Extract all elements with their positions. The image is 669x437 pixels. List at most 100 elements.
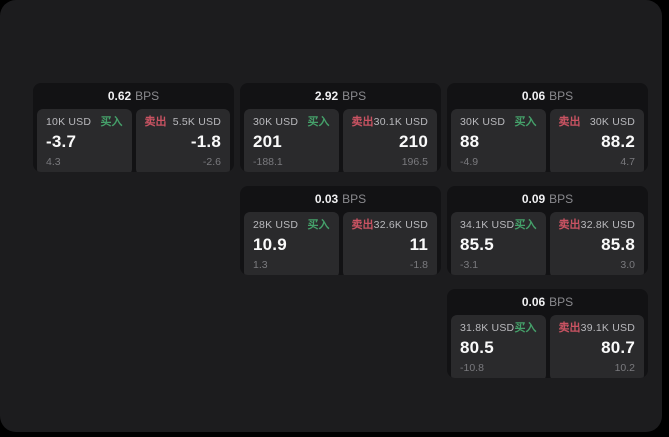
- buy-price: 85.5: [460, 235, 494, 254]
- quote-tiles: 28K USD 买入 10.9 1.3 卖出 32.6K USD 11 -1.8: [240, 212, 441, 275]
- sell-quote-tile[interactable]: 卖出 30K USD 88.2 4.7: [549, 109, 644, 172]
- quote-card-3: 0.06 BPS 30K USD 买入 88 -4.9 卖出 30K USD: [447, 83, 648, 172]
- sell-side-tag: 卖出: [558, 116, 581, 128]
- sell-side-tag: 卖出: [558, 322, 581, 334]
- sell-side-tag: 卖出: [144, 116, 167, 128]
- spread-header: 0.09 BPS: [447, 186, 648, 212]
- buy-delta: -10.8: [460, 362, 484, 374]
- buy-price: 10.9: [253, 235, 287, 254]
- buy-price: 80.5: [460, 338, 494, 357]
- buy-quote-tile[interactable]: 34.1K USD 买入 85.5 -3.1: [451, 212, 546, 275]
- spread-unit-label: BPS: [549, 192, 574, 206]
- buy-price: 201: [253, 132, 282, 151]
- spread-value: 0.09: [521, 192, 546, 206]
- sell-amount: 30K USD: [589, 116, 635, 128]
- buy-delta: 1.3: [253, 259, 268, 271]
- spread-header: 2.92 BPS: [240, 83, 441, 109]
- tile-top-row: 卖出 30.1K USD: [352, 116, 429, 129]
- buy-price: 88: [460, 132, 480, 151]
- buy-amount: 10K USD: [46, 116, 92, 128]
- tile-top-row: 30K USD 买入: [253, 116, 330, 129]
- spread-value: 0.03: [314, 192, 339, 206]
- spread-header: 0.06 BPS: [447, 83, 648, 109]
- spread-unit-label: BPS: [549, 295, 574, 309]
- buy-delta: -3.1: [460, 259, 479, 271]
- spread-value: 2.92: [314, 89, 339, 103]
- buy-delta: -4.9: [460, 156, 479, 168]
- spread-header: 0.06 BPS: [447, 289, 648, 315]
- quote-tiles: 30K USD 买入 88 -4.9 卖出 30K USD 88.2 4.7: [447, 109, 648, 172]
- spread-unit-label: BPS: [342, 89, 367, 103]
- quote-tiles: 30K USD 买入 201 -188.1 卖出 30.1K USD 210 1…: [240, 109, 441, 172]
- buy-quote-tile[interactable]: 30K USD 买入 88 -4.9: [451, 109, 546, 172]
- sell-delta: 4.7: [620, 156, 635, 168]
- buy-amount: 34.1K USD: [460, 219, 515, 231]
- spread-value: 0.62: [107, 89, 132, 103]
- sell-amount: 39.1K USD: [580, 322, 635, 334]
- sell-amount: 32.6K USD: [373, 219, 428, 231]
- quote-card-2: 2.92 BPS 30K USD 买入 201 -188.1 卖出 30.1K …: [240, 83, 441, 172]
- sell-price: 210: [399, 132, 428, 151]
- buy-price: -3.7: [46, 132, 77, 151]
- tile-top-row: 卖出 5.5K USD: [145, 116, 222, 129]
- spread-value: 0.06: [521, 89, 546, 103]
- sell-delta: -1.8: [409, 259, 428, 271]
- buy-side-tag: 买入: [514, 322, 537, 334]
- sell-price: 88.2: [601, 132, 635, 151]
- tile-top-row: 卖出 32.6K USD: [352, 219, 429, 232]
- sell-price: -1.8: [190, 132, 221, 151]
- spread-value: 0.06: [521, 295, 546, 309]
- tile-top-row: 34.1K USD 买入: [460, 219, 537, 232]
- buy-quote-tile[interactable]: 10K USD 买入 -3.7 4.3: [37, 109, 132, 172]
- sell-price: 85.8: [601, 235, 635, 254]
- sell-side-tag: 卖出: [351, 116, 374, 128]
- quote-tiles: 34.1K USD 买入 85.5 -3.1 卖出 32.8K USD 85.8…: [447, 212, 648, 275]
- sell-delta: 3.0: [620, 259, 635, 271]
- buy-side-tag: 买入: [514, 116, 537, 128]
- spread-header: 0.03 BPS: [240, 186, 441, 212]
- buy-amount: 31.8K USD: [460, 322, 515, 334]
- buy-quote-tile[interactable]: 30K USD 买入 201 -188.1: [244, 109, 339, 172]
- buy-side-tag: 买入: [514, 219, 537, 231]
- tile-top-row: 10K USD 买入: [46, 116, 123, 129]
- sell-quote-tile[interactable]: 卖出 30.1K USD 210 196.5: [342, 109, 437, 172]
- sell-delta: -2.6: [202, 156, 221, 168]
- sell-amount: 32.8K USD: [580, 219, 635, 231]
- buy-delta: -188.1: [253, 156, 283, 168]
- buy-delta: 4.3: [46, 156, 61, 168]
- sell-quote-tile[interactable]: 卖出 32.6K USD 11 -1.8: [342, 212, 437, 275]
- tile-top-row: 30K USD 买入: [460, 116, 537, 129]
- sell-quote-tile[interactable]: 卖出 32.8K USD 85.8 3.0: [549, 212, 644, 275]
- buy-side-tag: 买入: [307, 219, 330, 231]
- spread-unit-label: BPS: [549, 89, 574, 103]
- sell-side-tag: 卖出: [558, 219, 581, 231]
- spread-unit-label: BPS: [342, 192, 367, 206]
- sell-quote-tile[interactable]: 卖出 5.5K USD -1.8 -2.6: [135, 109, 230, 172]
- buy-amount: 30K USD: [460, 116, 506, 128]
- quote-tiles: 31.8K USD 买入 80.5 -10.8 卖出 39.1K USD 80.…: [447, 315, 648, 378]
- quote-tiles: 10K USD 买入 -3.7 4.3 卖出 5.5K USD -1.8 -2.…: [33, 109, 234, 172]
- spread-unit-label: BPS: [135, 89, 160, 103]
- sell-side-tag: 卖出: [351, 219, 374, 231]
- quote-card-1: 0.62 BPS 10K USD 买入 -3.7 4.3 卖出 5.5K USD: [33, 83, 234, 172]
- sell-delta: 10.2: [614, 362, 635, 374]
- sell-price: 11: [409, 235, 428, 254]
- sell-quote-tile[interactable]: 卖出 39.1K USD 80.7 10.2: [549, 315, 644, 378]
- buy-side-tag: 买入: [100, 116, 123, 128]
- tile-top-row: 28K USD 买入: [253, 219, 330, 232]
- buy-amount: 30K USD: [253, 116, 299, 128]
- sell-amount: 5.5K USD: [172, 116, 221, 128]
- sell-delta: 196.5: [401, 156, 428, 168]
- buy-amount: 28K USD: [253, 219, 299, 231]
- quote-card-5: 0.09 BPS 34.1K USD 买入 85.5 -3.1 卖出 32.8K…: [447, 186, 648, 275]
- tile-top-row: 卖出 32.8K USD: [559, 219, 636, 232]
- buy-side-tag: 买入: [307, 116, 330, 128]
- sell-price: 80.7: [601, 338, 635, 357]
- quote-card-6: 0.06 BPS 31.8K USD 买入 80.5 -10.8 卖出 39.1…: [447, 289, 648, 378]
- tile-top-row: 卖出 30K USD: [559, 116, 636, 129]
- quote-grid: 0.62 BPS 10K USD 买入 -3.7 4.3 卖出 5.5K USD: [33, 83, 648, 378]
- buy-quote-tile[interactable]: 28K USD 买入 10.9 1.3: [244, 212, 339, 275]
- buy-quote-tile[interactable]: 31.8K USD 买入 80.5 -10.8: [451, 315, 546, 378]
- tile-top-row: 31.8K USD 买入: [460, 322, 537, 335]
- quote-card-4: 0.03 BPS 28K USD 买入 10.9 1.3 卖出 32.6K US…: [240, 186, 441, 275]
